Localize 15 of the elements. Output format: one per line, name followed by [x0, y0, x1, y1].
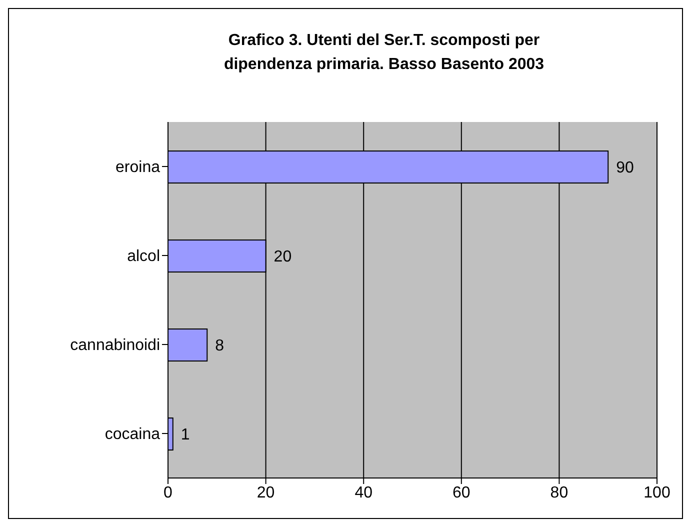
y-tick-label: alcol: [127, 248, 160, 266]
x-tick-label: 20: [256, 484, 275, 502]
data-label: 20: [274, 248, 292, 266]
y-tick-label: cocaina: [104, 426, 160, 444]
x-tick-label: 40: [354, 484, 373, 502]
x-tick-label: 100: [644, 484, 670, 502]
data-label: 1: [180, 426, 190, 444]
x-tick-label: 80: [550, 484, 568, 502]
data-label: 8: [215, 338, 224, 355]
x-tick-label: 60: [452, 484, 470, 502]
chart-title: Grafico 3. Utenti del Ser.T. scomposti per dipendenza primaria. Basso Basento 2003: [222, 31, 546, 75]
y-tick-label: eroina: [116, 159, 160, 176]
data-label: 90: [616, 160, 634, 177]
x-tick-label: 0: [164, 484, 173, 502]
y-tick-label: cannabinoidi: [70, 337, 160, 354]
